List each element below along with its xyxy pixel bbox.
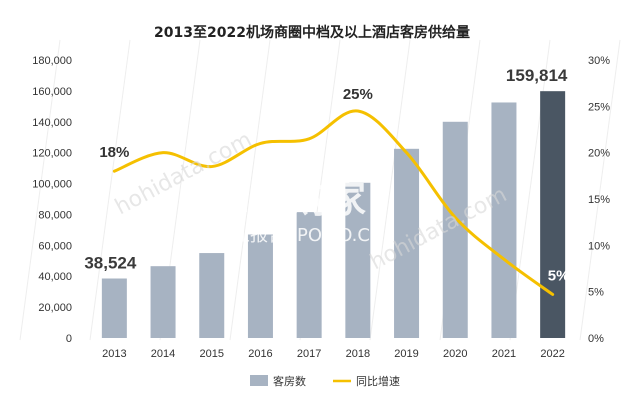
line-data-label: 5%	[548, 267, 570, 284]
line-series	[112, 109, 555, 296]
left-tick-label: 80,000	[38, 209, 72, 221]
left-tick-label: 120,000	[32, 148, 72, 160]
bar	[491, 102, 517, 338]
watermark-brand: 并购家	[252, 177, 366, 221]
line-data-label: 25%	[343, 86, 373, 103]
category-label: 2022	[540, 348, 564, 360]
left-tick-label: 20,000	[38, 302, 72, 314]
left-tick-label: 100,000	[32, 179, 72, 191]
left-tick-label: 0	[66, 333, 72, 345]
category-label: 2016	[248, 348, 272, 360]
category-label: 2014	[151, 348, 175, 360]
category-label: 2017	[297, 348, 321, 360]
bar	[345, 182, 371, 338]
bar-data-label: 159,814	[506, 66, 568, 85]
category-label: 2018	[346, 348, 370, 360]
bar	[150, 266, 176, 338]
category-label: 2020	[443, 348, 467, 360]
right-tick-label: 5%	[588, 287, 604, 299]
bar-series	[101, 91, 566, 339]
watermark-subtitle: 行业报告 IPOIPO.CN	[214, 225, 383, 246]
left-tick-label: 140,000	[32, 117, 72, 129]
bar	[247, 234, 273, 338]
legend-swatch-bars	[250, 375, 268, 386]
right-tick-label: 25%	[588, 101, 610, 113]
legend-label-bars: 客房数	[273, 374, 306, 388]
bar	[442, 121, 468, 339]
bar	[540, 91, 566, 339]
bar	[394, 148, 420, 338]
chart-title: 2013至2022机场商圈中档及以上酒店客房供给量	[154, 24, 470, 41]
right-axis-ticks: 0% 5% 10% 15% 20% 25% 30%	[588, 55, 610, 345]
left-tick-label: 160,000	[32, 86, 72, 98]
legend-label-line: 同比增速	[356, 374, 400, 388]
bar	[296, 212, 322, 338]
bar	[199, 253, 225, 338]
x-axis-categories: 2013 2014 2015 2016 2017 2018 2019 2020 2021 2022	[102, 348, 565, 360]
data-labels: 38,524 159,814 18% 25% 5%	[84, 66, 569, 284]
category-label: 2019	[394, 348, 418, 360]
right-tick-label: 30%	[588, 55, 610, 67]
growth-line	[112, 109, 555, 296]
bar-data-label: 38,524	[84, 254, 137, 273]
line-data-label: 18%	[99, 144, 129, 161]
category-label: 2015	[200, 348, 224, 360]
watermark-bars-icon	[210, 163, 247, 212]
right-tick-label: 0%	[588, 333, 604, 345]
left-tick-label: 40,000	[38, 271, 72, 283]
legend: 客房数 同比增速	[250, 374, 400, 388]
left-axis-ticks: 0 20,000 40,000 60,000 80,000 100,000 120,000 1…	[32, 55, 72, 345]
right-tick-label: 20%	[588, 148, 610, 160]
left-tick-label: 180,000	[32, 55, 72, 67]
right-tick-label: 15%	[588, 194, 610, 206]
bar	[101, 278, 127, 338]
right-tick-label: 10%	[588, 240, 610, 252]
category-label: 2013	[102, 348, 126, 360]
left-tick-label: 60,000	[38, 240, 72, 252]
category-label: 2021	[492, 348, 516, 360]
